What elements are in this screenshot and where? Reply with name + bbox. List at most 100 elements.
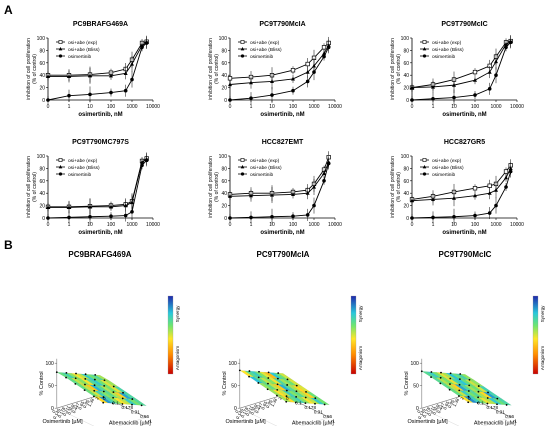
y-tick-label: 100 [37,36,46,42]
legend-marker [240,165,245,169]
x-tick-label: 1000 [308,222,319,228]
surface-point [257,382,260,384]
panel-a-label: A [4,3,13,17]
x-tick-label: 0.178 [487,405,499,410]
legend-label: osi+abe (Bliss) [68,165,100,171]
series-line [48,41,147,77]
series-line [229,157,330,195]
x-tick-label: 10000 [510,222,524,228]
x-tick-label: 0.31 [496,409,505,414]
z-axis-label: % Control [404,371,410,395]
colorbar-label-antagonism: Antagonism [540,346,545,370]
surface-point [295,390,298,393]
x-tick-label: 1 [432,104,435,110]
data-point [508,169,513,174]
data-point [88,73,92,78]
y-tick-label: 0 [42,216,45,222]
y-tick-label: 0.308 [431,403,441,416]
legend-label: osi+abe (Bliss) [250,47,282,53]
x-tick-label: 10000 [328,104,342,110]
surface-point [295,384,298,387]
x-tick-label: 0.31 [131,409,140,414]
x-tick-label: 1 [149,418,152,423]
data-point [130,61,134,66]
y-tick-label: 0.178 [240,406,250,419]
data-point [67,215,71,220]
y-tick-label: 60 [221,61,227,67]
legend-label: osi+abe (exp) [68,158,98,164]
y-tick-label: 40 [221,73,227,79]
legend-marker [422,165,427,169]
surface-point [55,371,58,374]
y-tick-label: 20 [221,204,227,210]
z-tick-label: 0 [234,406,237,412]
x-tick-label: 0.1 [112,400,119,405]
y-tick-label: 60 [39,179,45,185]
y-tick-label: 60 [403,61,409,67]
y-tick-label: 80 [39,166,45,172]
data-point [270,214,274,219]
y-tick-label: 20 [403,204,409,210]
legend-marker [58,40,63,44]
surface-point [486,402,489,405]
y-tick-label: 2 [277,396,283,401]
x-tick-label: 1000 [308,104,319,110]
y-tick-label: 40 [39,191,45,197]
legend-label: osimertinib [432,54,456,60]
x-tick-label: 10000 [146,222,160,228]
surface-point [267,371,270,374]
data-point [473,77,477,82]
colorbar-label-synergy: Synergy [540,305,545,323]
y-tick-label: 80 [403,48,409,54]
y-tick-label: 0.178 [422,406,432,419]
surface-point [258,370,260,373]
y-axis-label: Osimertinib [µM] [407,419,448,425]
surface-point [121,403,124,405]
data-point [67,74,71,79]
legend-marker [58,54,63,58]
surface-point [304,396,307,399]
colorbar-label-antagonism: Antagonism [175,346,180,370]
data-point [130,210,134,214]
x-tick-label: 1 [514,418,517,423]
data-point [46,74,50,79]
data-point [487,211,492,215]
z-tick-label: 50 [231,384,237,390]
legend-marker [422,47,427,51]
y-axis-label: Osimertinib [µM] [42,419,83,425]
data-point [431,84,435,89]
surface-point [93,395,95,398]
data-point [130,77,134,82]
legend-label: osimertinib [68,172,92,178]
x-tick-label: 0.1 [295,400,302,405]
series-line [411,40,511,89]
series-line [229,162,330,197]
y-axis-label-line: (% of control) [396,172,402,202]
x-tick-label: 10 [269,104,275,110]
x-axis-label: Abemaciclib [µM] [292,420,334,426]
y-axis-label: inhibition of cell proliferation(% of co… [26,38,38,100]
x-tick-label: 10000 [510,104,524,110]
x-tick-label: 1 [250,222,253,228]
data-point [140,163,144,168]
data-point [270,93,274,97]
chart-title: HCC827GR5 [444,139,485,146]
data-point [487,191,492,195]
data-point [503,169,509,174]
surface-point [121,397,124,400]
surface-point [276,389,279,391]
y-tick-label: 0.95 [447,399,456,409]
surface-point [505,404,508,406]
surface-point [285,389,288,392]
surface-point [267,377,270,379]
surface-point [448,388,451,391]
colorbar [350,295,357,375]
y-tick-label: 0.145 [52,407,62,420]
surface-point [75,372,77,375]
data-point [326,161,331,166]
legend-marker [58,165,63,169]
surface-point [84,383,86,386]
y-tick-label: 40 [221,191,227,197]
